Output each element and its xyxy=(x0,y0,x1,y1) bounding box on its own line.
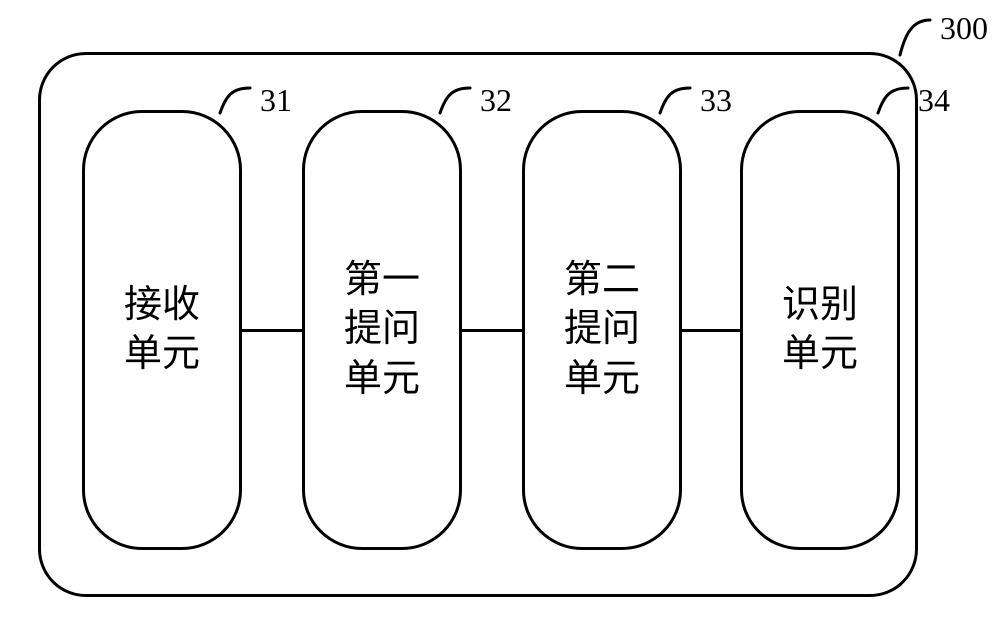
unit-label-line: 单元 xyxy=(124,330,200,379)
unit-box: 识别单元 xyxy=(740,110,900,550)
unit-label: 识别单元 xyxy=(782,281,858,380)
unit-box: 第一提问单元 xyxy=(302,110,462,550)
connector-line xyxy=(242,329,302,332)
unit-label-line: 第一 xyxy=(344,256,420,305)
unit-number-label: 33 xyxy=(700,82,732,119)
connector-line xyxy=(462,329,522,332)
outer-number-label: 300 xyxy=(940,10,988,47)
unit-label-line: 提问 xyxy=(564,305,640,354)
connector-line xyxy=(682,329,740,332)
unit-label-line: 第二 xyxy=(564,256,640,305)
unit-number-label: 34 xyxy=(918,82,950,119)
unit-label-line: 提问 xyxy=(344,305,420,354)
unit-label-line: 单元 xyxy=(564,355,640,404)
unit-label-line: 识别 xyxy=(782,281,858,330)
unit-label: 第一提问单元 xyxy=(344,256,420,404)
unit-box: 接收单元 xyxy=(82,110,242,550)
unit-number-label: 31 xyxy=(260,82,292,119)
unit-number-label: 32 xyxy=(480,82,512,119)
unit-label: 接收单元 xyxy=(124,281,200,380)
unit-label-line: 接收 xyxy=(124,281,200,330)
unit-label: 第二提问单元 xyxy=(564,256,640,404)
unit-label-line: 单元 xyxy=(344,355,420,404)
unit-label-line: 单元 xyxy=(782,330,858,379)
unit-box: 第二提问单元 xyxy=(522,110,682,550)
